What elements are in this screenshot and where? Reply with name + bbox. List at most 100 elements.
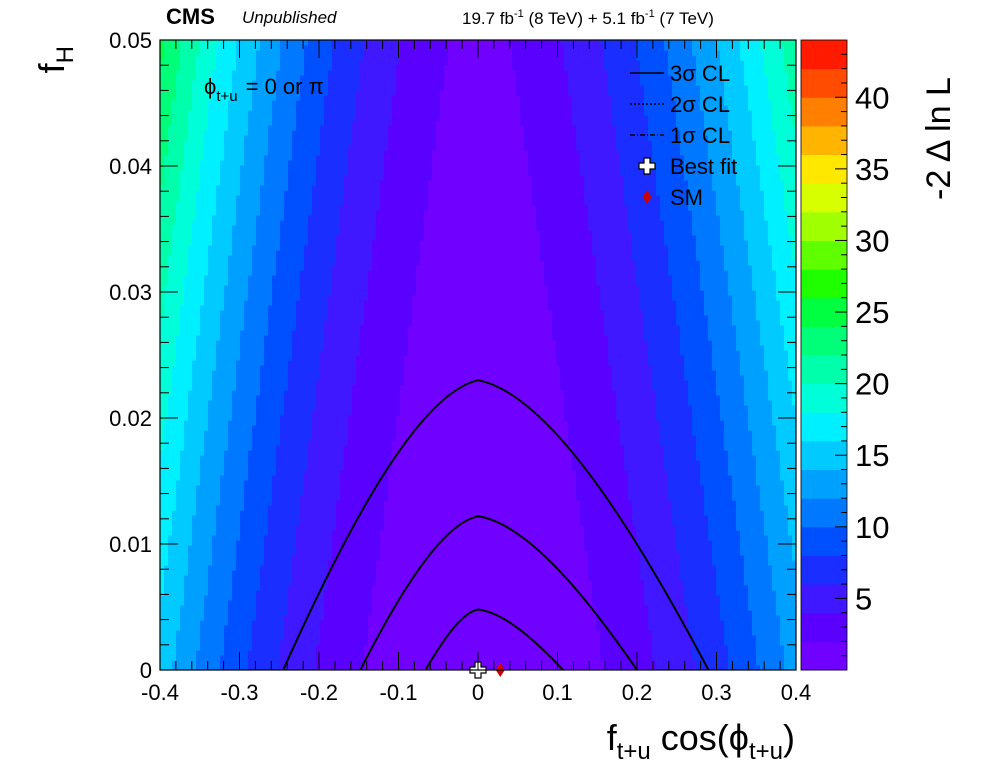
- heatmap-cell: [204, 610, 209, 616]
- heatmap-cell: [672, 585, 677, 591]
- heatmap-cell: [628, 515, 633, 521]
- heatmap-cell: [220, 515, 225, 521]
- heatmap-cell: [164, 600, 169, 606]
- heatmap-cell: [200, 535, 205, 541]
- heatmap-cell: [568, 540, 573, 546]
- heatmap-cell: [468, 535, 473, 541]
- heatmap-cell: [412, 635, 417, 641]
- heatmap-cell: [164, 560, 169, 566]
- heatmap-cell: [644, 565, 649, 571]
- heatmap-cell: [748, 660, 753, 666]
- heatmap-cell: [248, 525, 253, 531]
- heatmap-cell: [564, 645, 569, 651]
- heatmap-cell: [492, 635, 497, 641]
- heatmap-cell: [648, 630, 653, 636]
- heatmap-cell: [688, 545, 693, 551]
- heatmap-cell: [408, 615, 413, 621]
- heatmap-cell: [200, 555, 205, 561]
- heatmap-cell: [304, 610, 309, 616]
- heatmap-cell: [240, 525, 245, 531]
- heatmap-cell: [568, 560, 573, 566]
- heatmap-cell: [296, 560, 301, 566]
- heatmap-cell: [232, 555, 237, 561]
- heatmap-cell: [216, 665, 221, 670]
- heatmap-cell: [180, 590, 185, 596]
- heatmap-cell: [636, 640, 641, 646]
- heatmap-cell: [160, 665, 165, 670]
- heatmap-cell: [336, 530, 341, 536]
- heatmap-cell: [596, 570, 601, 576]
- heatmap-cell: [264, 535, 269, 541]
- heatmap-cell: [364, 600, 369, 606]
- heatmap-cell: [688, 640, 693, 646]
- heatmap-cell: [468, 630, 473, 636]
- heatmap-cell: [656, 635, 661, 641]
- heatmap-cell: [516, 645, 521, 651]
- heatmap-cell: [552, 640, 557, 646]
- heatmap-cell: [600, 645, 605, 651]
- heatmap-cell: [528, 520, 533, 526]
- heatmap-cell: [312, 535, 317, 541]
- heatmap-cell: [248, 545, 253, 551]
- heatmap-cell: [584, 575, 589, 581]
- heatmap-cell: [516, 515, 521, 521]
- heatmap-cell: [196, 520, 201, 526]
- heatmap-cell: [664, 655, 669, 661]
- heatmap-cell: [372, 510, 377, 516]
- heatmap-cell: [708, 660, 713, 666]
- heatmap-cell: [316, 665, 321, 670]
- heatmap-cell: [712, 575, 717, 581]
- heatmap-cell: [612, 615, 617, 621]
- heatmap-cell: [196, 580, 201, 586]
- heatmap-cell: [716, 530, 721, 536]
- heatmap-cell: [612, 570, 617, 576]
- heatmap-cell: [260, 550, 265, 556]
- heatmap-cell: [508, 645, 513, 651]
- heatmap-cell: [632, 570, 637, 576]
- heatmap-cell: [516, 595, 521, 601]
- heatmap-cell: [188, 645, 193, 651]
- heatmap-cell: [428, 600, 433, 606]
- heatmap-cell: [168, 515, 173, 521]
- heatmap-cell: [444, 535, 449, 541]
- heatmap-cell: [404, 540, 409, 546]
- heatmap-cell: [728, 535, 733, 541]
- heatmap-cell: [576, 585, 581, 591]
- heatmap-cell: [440, 660, 445, 666]
- heatmap-cell: [400, 560, 405, 566]
- heatmap-cell: [240, 650, 245, 656]
- heatmap-cell: [424, 540, 429, 546]
- heatmap-cell: [452, 555, 457, 561]
- heatmap-cell: [544, 595, 549, 601]
- heatmap-cell: [180, 660, 185, 666]
- heatmap-cell: [204, 615, 209, 621]
- heatmap-cell: [244, 570, 249, 576]
- heatmap-cell: [716, 645, 721, 651]
- heatmap-cell: [276, 570, 281, 576]
- heatmap-cell: [784, 560, 789, 566]
- heatmap-cell: [424, 625, 429, 631]
- heatmap-cell: [184, 580, 189, 586]
- heatmap-cell: [508, 545, 513, 551]
- heatmap-cell: [344, 630, 349, 636]
- heatmap-cell: [240, 570, 245, 576]
- heatmap-cell: [576, 525, 581, 531]
- heatmap-cell: [308, 510, 313, 516]
- heatmap-cell: [368, 510, 373, 516]
- heatmap-cell: [440, 635, 445, 641]
- heatmap-cell: [320, 620, 325, 626]
- heatmap-cell: [332, 635, 337, 641]
- heatmap-cell: [308, 560, 313, 566]
- heatmap-cell: [480, 605, 485, 611]
- heatmap-cell: [608, 570, 613, 576]
- heatmap-cell: [776, 665, 781, 670]
- heatmap-cell: [616, 660, 621, 666]
- heatmap-cell: [760, 620, 765, 626]
- heatmap-cell: [492, 600, 497, 606]
- heatmap-cell: [392, 585, 397, 591]
- heatmap-cell: [476, 525, 481, 531]
- heatmap-cell: [656, 620, 661, 626]
- heatmap-cell: [180, 630, 185, 636]
- heatmap-cell: [232, 600, 237, 606]
- heatmap-cell: [488, 520, 493, 526]
